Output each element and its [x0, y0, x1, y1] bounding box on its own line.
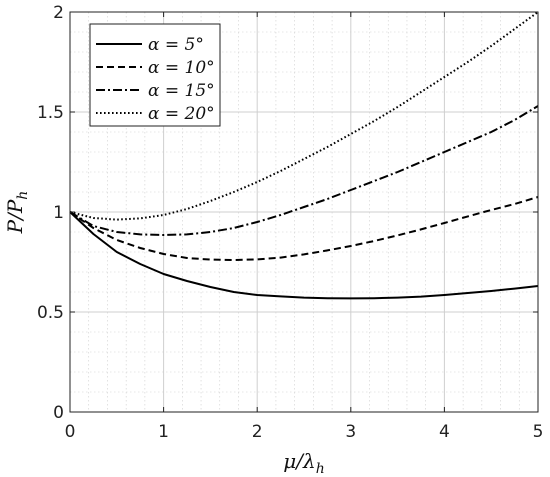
y-axis-label: P/Ph	[3, 191, 31, 235]
series-line-2	[69, 196, 539, 261]
series-line-1	[69, 211, 539, 300]
y-tick-label: 1.5	[37, 103, 64, 123]
legend-box	[89, 23, 221, 127]
y-tick-label: 1	[53, 203, 64, 223]
y-tick-label: 0	[53, 403, 64, 423]
series-lines	[69, 11, 539, 300]
series-line-3	[69, 105, 539, 236]
grid	[69, 11, 539, 413]
x-tick-label: 4	[439, 422, 450, 442]
x-tick-label: 0	[65, 422, 76, 442]
x-tick-label: 1	[158, 422, 169, 442]
x-tick-label: 5	[533, 422, 544, 442]
y-tick-label: 0.5	[37, 303, 64, 323]
x-tick-label: 3	[345, 422, 356, 442]
legend-label-4: α = 20°	[148, 104, 215, 124]
legend-label-3: α = 15°	[148, 81, 215, 101]
y-tick-label: 2	[53, 3, 64, 23]
x-axis-label: μ/λh	[283, 449, 324, 477]
axis-ticks: 0 1 2 3 4 5 0 0.5 1 1.5 2	[37, 3, 543, 442]
legend-label-1: α = 5°	[148, 35, 204, 55]
legend: α = 5° α = 10° α = 15° α = 20°	[89, 23, 221, 127]
x-tick-label: 2	[252, 422, 263, 442]
legend-label-2: α = 10°	[148, 58, 215, 78]
